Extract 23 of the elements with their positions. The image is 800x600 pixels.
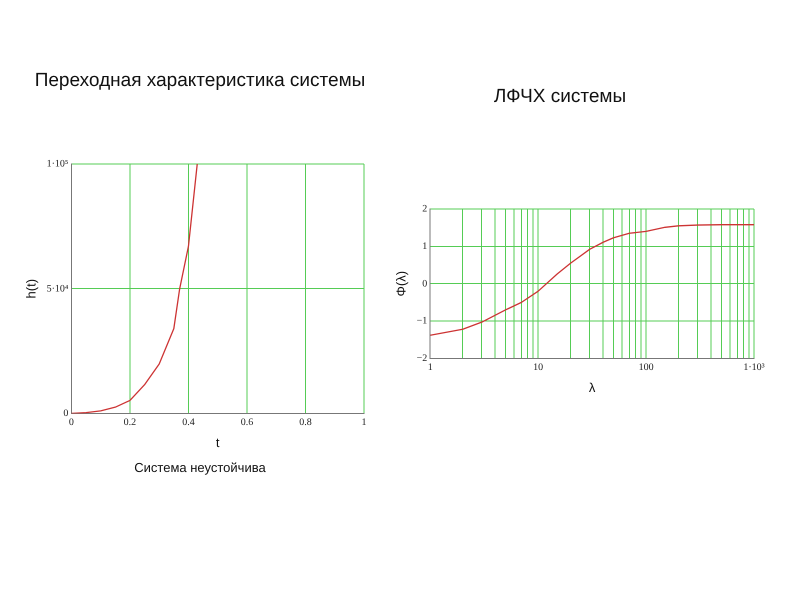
y-tick-label: 1 [422,240,428,252]
x-tick-label: 0.4 [182,417,195,428]
y-tick-label: 2 [422,204,428,215]
x-tick-label: 10 [533,362,544,374]
x-axis-title: t [216,434,220,450]
y-tick-label: 0 [63,408,68,420]
y-tick-label: −2 [416,353,428,364]
y-axis-title: h(t) [23,278,38,298]
x-tick-label: 0.2 [124,417,136,428]
chart-title: ЛФЧХ системы [492,86,628,108]
x-axis-title: λ [588,380,596,395]
y-tick-label: 1·10⁵ [46,158,68,170]
y-tick-label: −1 [416,316,428,327]
x-tick-label: 0.6 [240,417,254,428]
y-tick-label: 5·10⁴ [46,283,69,294]
x-tick-label: 100 [638,362,654,374]
x-tick-label: 0.8 [299,417,312,428]
y-tick-label: 0 [422,278,428,290]
x-tick-label: 1·10³ [743,362,765,374]
x-tick-label: 1 [362,417,366,428]
chart-title: Переходная характеристика системы [34,70,366,92]
y-axis-title: Φ(λ) [393,270,408,296]
text: Система неустойчива [133,460,267,475]
